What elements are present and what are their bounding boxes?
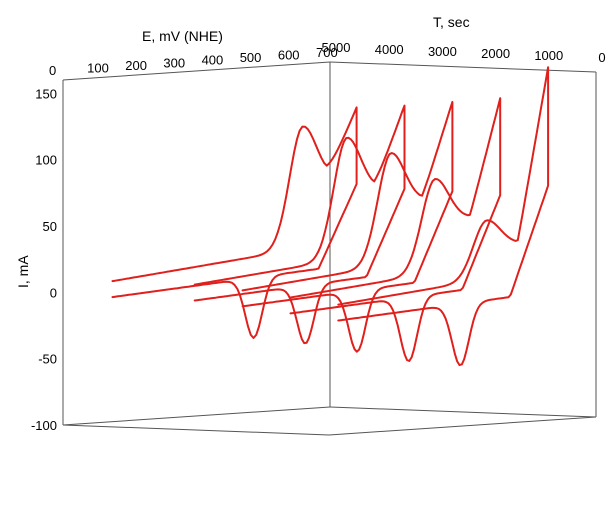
e-tick-label: 700 (316, 45, 338, 60)
floor-front-right-edge (328, 416, 597, 436)
top-t-edge (329, 61, 597, 73)
e-tick-label: 400 (202, 53, 224, 68)
i-axis-title: I, mA (15, 255, 31, 288)
i-tick-label: 150 (35, 86, 57, 101)
e-axis-title: E, mV (NHE) (142, 28, 223, 44)
cv-curve (193, 104, 406, 345)
e-tick-label: 100 (87, 60, 109, 75)
e-tick-label: 600 (278, 48, 300, 63)
e-tick-label: 500 (240, 50, 262, 65)
i-tick-label: -100 (31, 418, 57, 433)
cv-curve (241, 100, 454, 353)
cv-curve (111, 106, 358, 339)
i-tick-label: 50 (43, 219, 57, 234)
t-tick-label: 4000 (375, 42, 404, 57)
floor-front-left-edge (62, 424, 330, 436)
e-tick-label: 0 (49, 63, 56, 78)
top-e-edge (62, 61, 331, 81)
t-tick-label: 0 (598, 50, 605, 65)
e-tick-label: 200 (125, 58, 147, 73)
cv-curve (289, 97, 502, 362)
floor-back-left-edge (62, 406, 331, 426)
i-tick-label: 0 (50, 285, 57, 300)
t-tick-label: 1000 (534, 48, 563, 63)
t-tick-label: 2000 (481, 46, 510, 61)
t-axis-title: T, sec (433, 14, 470, 30)
axes-box (62, 61, 597, 436)
e-tick-label: 300 (163, 55, 185, 70)
i-tick-label: -50 (38, 352, 57, 367)
cv-curve (337, 66, 550, 367)
t-tick-label: 5000 (322, 40, 351, 55)
i-tick-label: 100 (35, 153, 57, 168)
t-tick-label: 3000 (428, 44, 457, 59)
cv-curves (111, 66, 550, 367)
floor-back-right-edge (329, 406, 597, 418)
